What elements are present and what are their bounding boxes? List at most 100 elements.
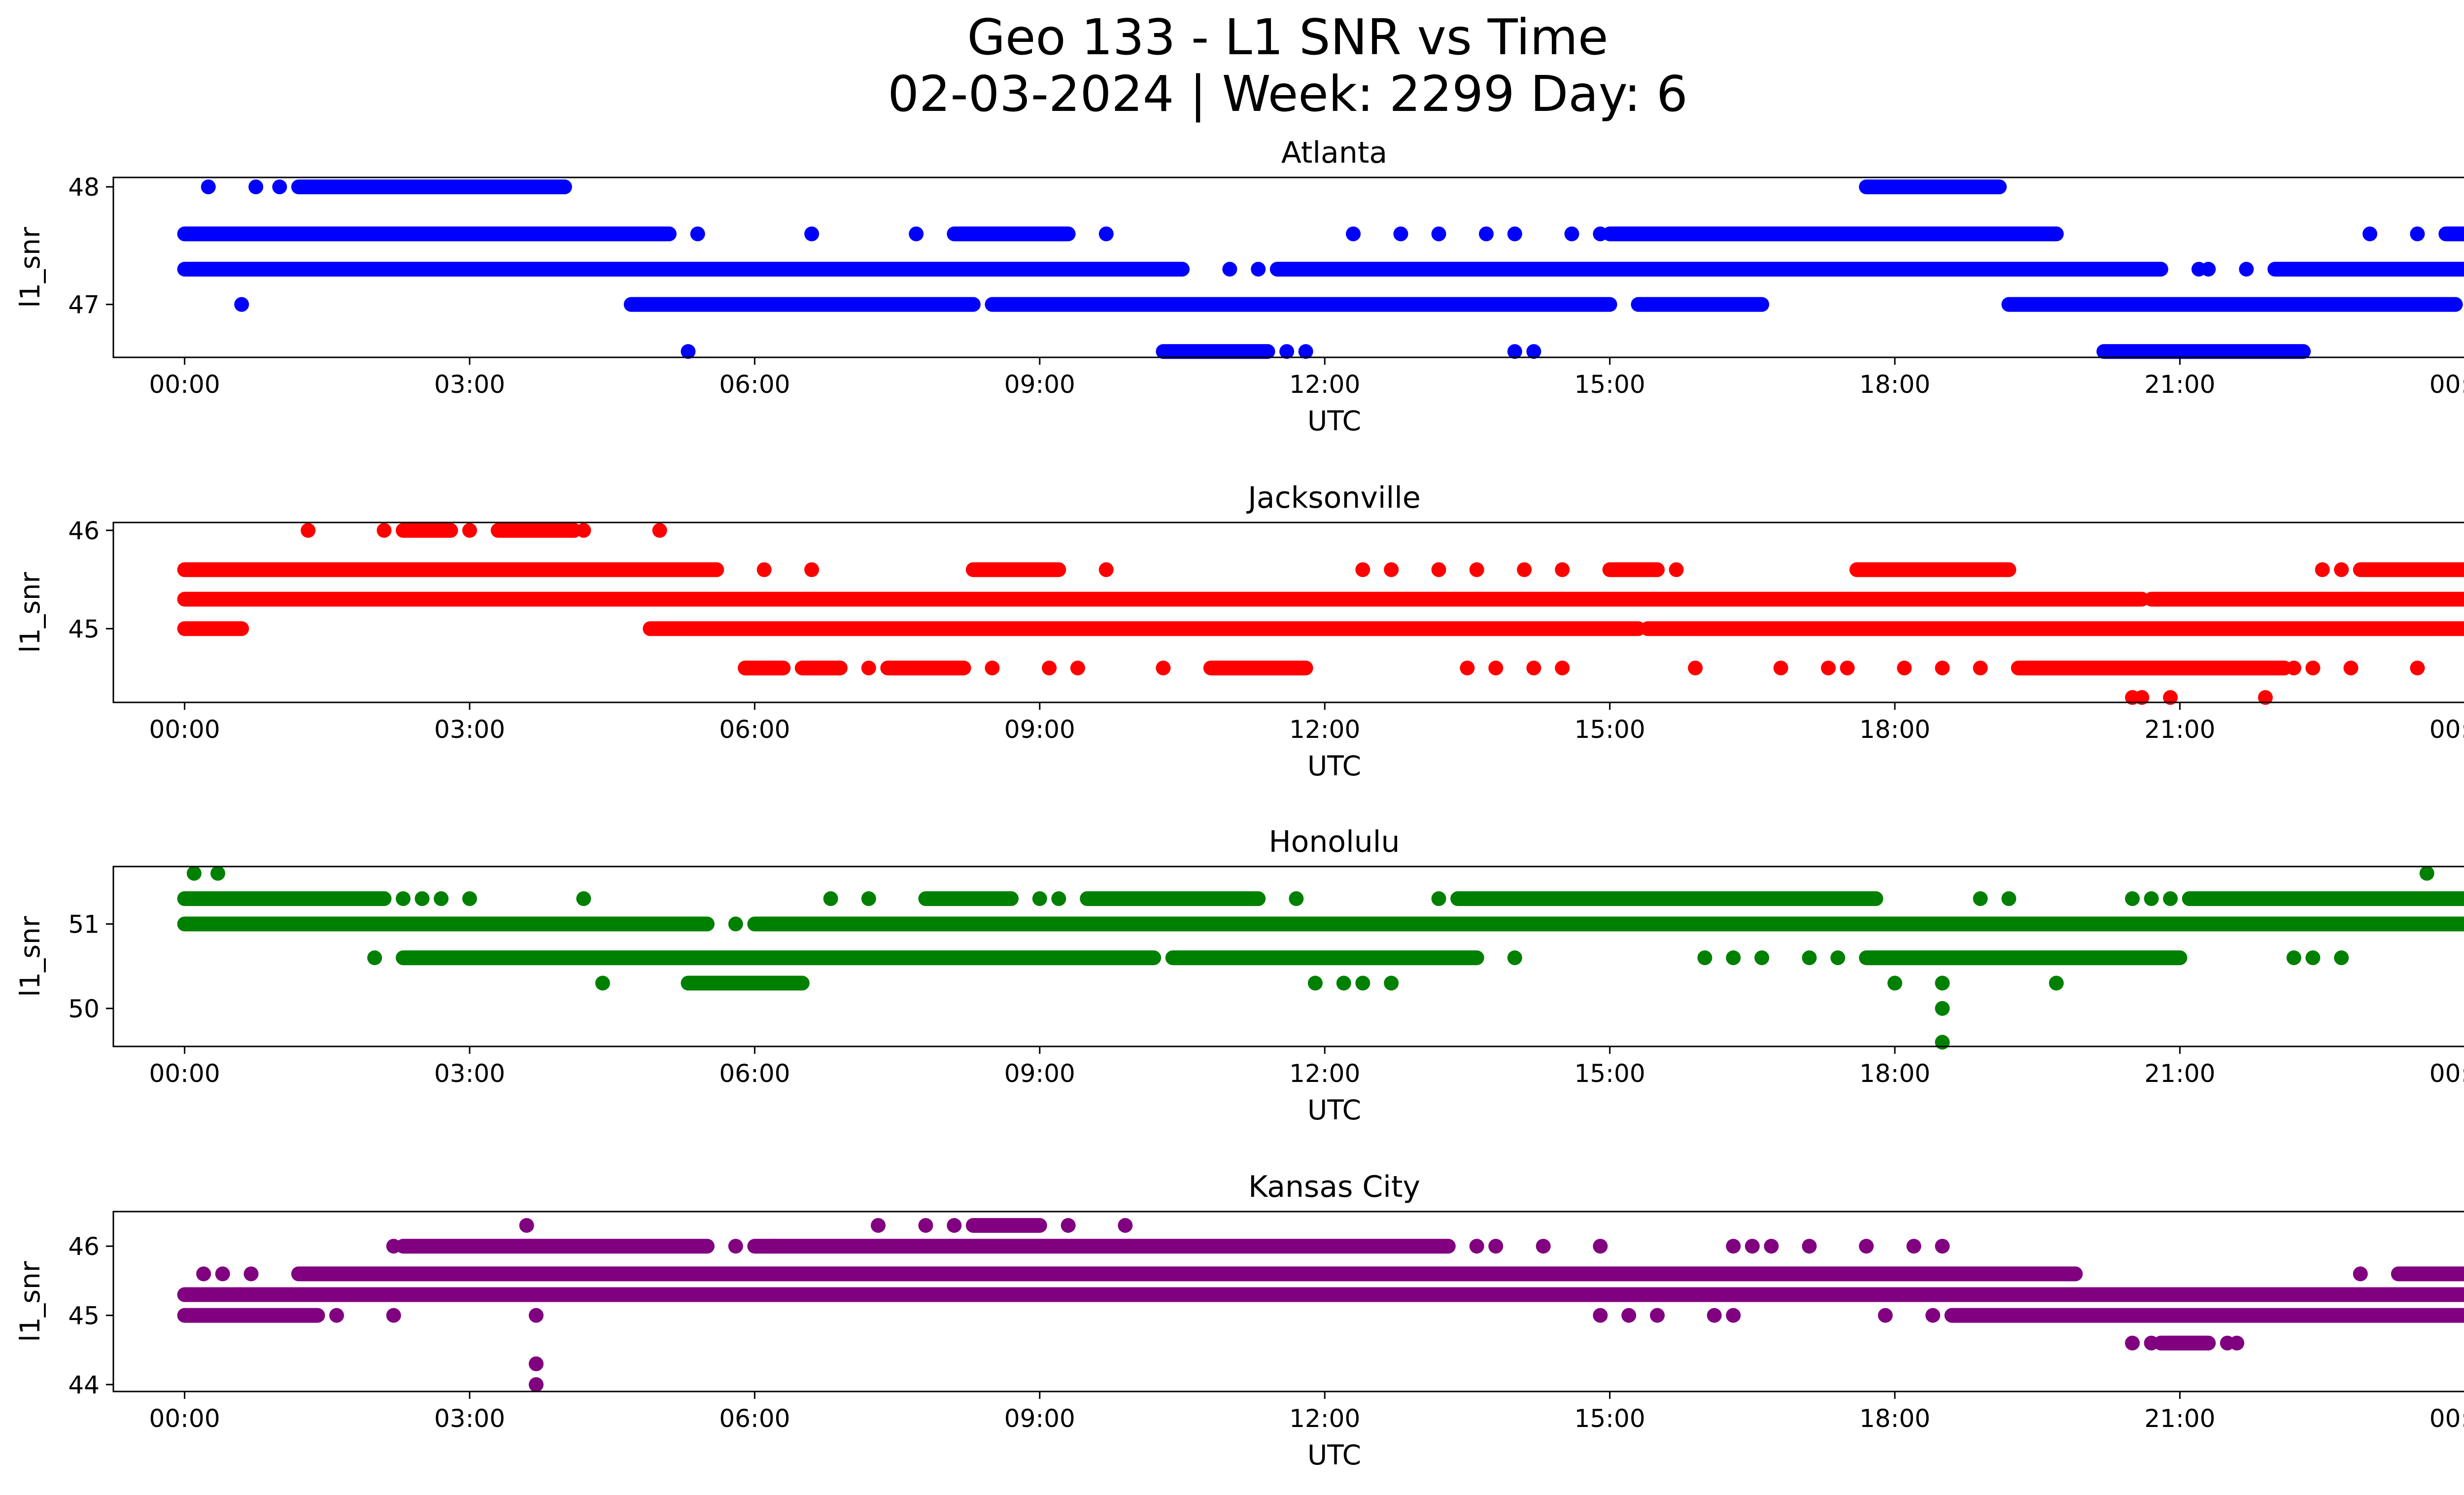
y-tick-label-kansas-city: 46 — [68, 1232, 100, 1261]
x-tick-label-kansas-city: 21:00 — [2144, 1404, 2215, 1433]
x-tick-label-honolulu: 12:00 — [1289, 1059, 1360, 1088]
x-tick-label-honolulu: 03:00 — [434, 1059, 505, 1088]
data-point-atlanta-47-6 — [2410, 226, 2425, 242]
data-point-atlanta-48 — [248, 179, 264, 195]
data-point-honolulu-50-3 — [1307, 975, 1323, 991]
data-point-atlanta-47-6 — [1564, 226, 1579, 242]
data-point-honolulu-51-3 — [396, 891, 411, 906]
subplot-jacksonville: Jacksonville 00:00 03:00 06:00 09:00 12:00 15:… — [14, 481, 2464, 782]
x-tick-label-jacksonville: 12:00 — [1289, 715, 1360, 744]
x-tick-label-jacksonville: 00:00 — [2430, 715, 2464, 744]
subplot-title-atlanta: Atlanta — [1281, 136, 1387, 170]
data-point-kansas-city-46 — [1935, 1239, 1950, 1254]
data-point-jacksonville-45-6 — [1669, 562, 1684, 577]
x-tick-label-atlanta: 03:00 — [434, 370, 505, 399]
data-point-jacksonville-45-6 — [1355, 562, 1370, 577]
figure-title-line-2: 02-03-2024 | Week: 2299 Day: 6 — [888, 65, 1687, 123]
data-point-atlanta-47-6 — [1431, 226, 1446, 242]
x-tick-label-kansas-city: 12:00 — [1289, 1404, 1360, 1433]
data-point-atlanta-47 — [234, 297, 249, 312]
x-tick-label-honolulu: 00:00 — [149, 1059, 220, 1088]
y-tick-label-honolulu: 51 — [68, 910, 100, 939]
data-point-honolulu-51-3 — [823, 891, 838, 906]
plot-frame-kansas-city — [112, 1211, 2464, 1392]
data-point-jacksonville-46 — [576, 522, 591, 538]
data-point-jacksonville-45-6 — [756, 562, 772, 577]
data-point-jacksonville-44-6 — [2286, 661, 2301, 676]
x-tick-label-kansas-city: 15:00 — [1574, 1404, 1645, 1433]
y-axis-label-honolulu: l1_snr — [14, 916, 46, 997]
x-tick-label-kansas-city: 03:00 — [434, 1404, 505, 1433]
y-tick-label-jacksonville: 45 — [68, 615, 100, 643]
data-point-honolulu-50-6 — [1507, 950, 1522, 966]
plot-frame-honolulu — [112, 866, 2464, 1047]
x-tick-label-jacksonville: 18:00 — [1859, 715, 1930, 744]
data-point-honolulu-50-6 — [367, 950, 382, 966]
data-point-honolulu-51-3 — [434, 891, 449, 906]
x-tick-label-kansas-city: 00:00 — [2430, 1404, 2464, 1433]
data-point-honolulu-51-3 — [2001, 891, 2017, 906]
x-axis-label-atlanta: UTC — [1307, 405, 1361, 437]
data-series-atlanta — [177, 179, 2464, 359]
data-point-jacksonville-45-6 — [1384, 562, 1399, 577]
data-point-jacksonville-44-6 — [1688, 661, 1703, 676]
data-point-atlanta-47-6 — [1098, 226, 1114, 242]
data-point-kansas-city-44-6 — [2144, 1335, 2159, 1351]
subplot-title-kansas-city: Kansas City — [1248, 1170, 1420, 1204]
data-point-kansas-city-46 — [1859, 1239, 1874, 1254]
subplot-title-honolulu: Honolulu — [1269, 825, 1400, 859]
data-point-atlanta-46-6 — [681, 344, 696, 359]
data-point-honolulu-50-6 — [1754, 950, 1770, 966]
x-tick-label-jacksonville: 03:00 — [434, 715, 505, 744]
data-point-kansas-city-44-6 — [2229, 1335, 2245, 1351]
data-point-kansas-city-45-6 — [215, 1266, 230, 1282]
figure-title-line-1: Geo 133 - L1 SNR vs Time — [967, 8, 1608, 66]
data-point-honolulu-51-3 — [2144, 891, 2159, 906]
data-point-kansas-city-46 — [1745, 1239, 1760, 1254]
data-point-jacksonville-44-6 — [1773, 661, 1788, 676]
data-point-honolulu-51-6 — [210, 866, 226, 881]
data-point-honolulu-50-6 — [2334, 950, 2349, 966]
data-point-jacksonville-44-3 — [2258, 690, 2273, 705]
data-point-honolulu-51-3 — [1051, 891, 1066, 906]
x-tick-label-honolulu: 18:00 — [1859, 1059, 1930, 1088]
data-point-honolulu-50-3 — [1935, 975, 1950, 991]
data-point-kansas-city-44-3 — [528, 1356, 544, 1371]
y-tick-label-kansas-city: 44 — [68, 1371, 100, 1399]
data-point-jacksonville-44-6 — [738, 661, 753, 676]
data-point-jacksonville-46 — [462, 522, 478, 538]
data-point-jacksonville-44-6 — [776, 661, 791, 676]
x-axis-label-jacksonville: UTC — [1307, 750, 1361, 782]
subplots: Atlanta 00:00 03:00 06:00 09:00 12:00 15:00 18:… — [14, 136, 2464, 1471]
data-point-honolulu-50-6 — [2286, 950, 2301, 966]
data-point-honolulu-50-3 — [1355, 975, 1370, 991]
data-point-atlanta-47-6 — [2362, 226, 2378, 242]
data-point-atlanta-46-6 — [1279, 344, 1295, 359]
data-point-honolulu-50-6 — [1830, 950, 1846, 966]
data-point-kansas-city-45-6 — [2353, 1266, 2368, 1282]
data-point-jacksonville-44-6 — [1526, 661, 1541, 676]
data-point-kansas-city-45 — [1707, 1308, 1722, 1323]
data-point-kansas-city-46 — [1802, 1239, 1817, 1254]
y-tick-label-atlanta: 48 — [68, 173, 100, 202]
x-axis-label-kansas-city: UTC — [1307, 1439, 1361, 1471]
data-point-atlanta-47-6 — [909, 226, 924, 242]
data-point-kansas-city-46 — [766, 1239, 781, 1254]
data-point-jacksonville-44-6 — [861, 661, 876, 676]
data-point-jacksonville-45-6 — [1517, 562, 1532, 577]
data-point-jacksonville-46 — [376, 522, 392, 538]
data-point-kansas-city-45-6 — [196, 1266, 211, 1282]
data-point-kansas-city-46 — [1488, 1239, 1504, 1254]
data-point-honolulu-51-6 — [186, 866, 202, 881]
data-point-kansas-city-45 — [1650, 1308, 1665, 1323]
data-point-kansas-city-45-6 — [243, 1266, 259, 1282]
x-tick-label-atlanta: 12:00 — [1289, 370, 1360, 399]
data-point-atlanta-47-3 — [2201, 262, 2216, 277]
data-point-kansas-city-46-3 — [871, 1218, 886, 1233]
x-tick-label-honolulu: 15:00 — [1574, 1059, 1645, 1088]
x-tick-label-atlanta: 00:00 — [149, 370, 220, 399]
data-point-kansas-city-45 — [1593, 1308, 1608, 1323]
data-point-honolulu-51-3 — [1289, 891, 1304, 906]
x-tick-label-jacksonville: 15:00 — [1574, 715, 1645, 744]
x-tick-label-atlanta: 21:00 — [2144, 370, 2215, 399]
